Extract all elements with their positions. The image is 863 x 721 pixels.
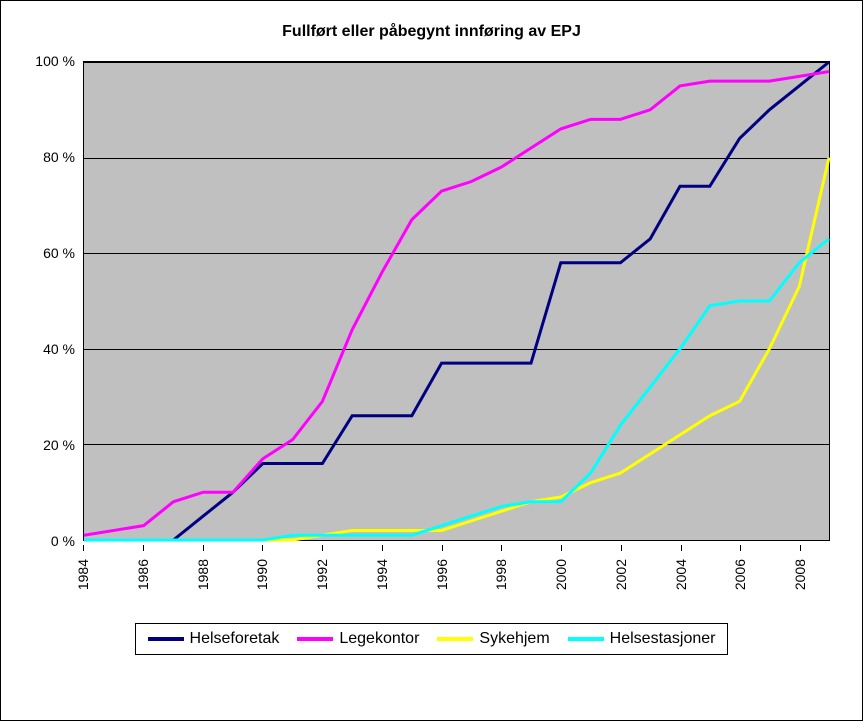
x-tick-label: 1984: [75, 559, 91, 590]
x-tick-mark: [442, 545, 443, 551]
x-tick-label: 2000: [553, 559, 569, 590]
x-tick-label: 1994: [374, 559, 390, 590]
y-tick-label: 80 %: [43, 149, 75, 165]
legend-item: Sykehjem: [437, 630, 549, 648]
y-tick-label: 20 %: [43, 437, 75, 453]
y-axis: 0 % 20 % 40 % 60 % 80 % 100 %: [13, 51, 83, 611]
x-tick-mark: [621, 545, 622, 551]
x-tick-mark: [740, 545, 741, 551]
legend-swatch: [437, 637, 473, 641]
x-tick-label: 1990: [254, 559, 270, 590]
legend: Helseforetak Legekontor Sykehjem Helsestasj…: [135, 623, 729, 655]
x-tick-label: 1992: [314, 559, 330, 590]
chart-title: Fullført eller påbegynt innføring av EPJ: [13, 23, 850, 41]
x-tick-label: 1988: [195, 559, 211, 590]
x-tick-mark: [561, 545, 562, 551]
y-tick-label: 0 %: [51, 533, 75, 549]
legend-label: Helseforetak: [190, 630, 280, 648]
y-tick-label: 100 %: [35, 53, 75, 69]
x-tick-mark: [322, 545, 323, 551]
plot-area: [83, 61, 830, 541]
legend-label: Sykehjem: [479, 630, 549, 648]
x-tick-mark: [382, 545, 383, 551]
legend-swatch: [297, 637, 333, 641]
legend-label: Helsestasjoner: [610, 630, 716, 648]
y-tick-label: 60 %: [43, 245, 75, 261]
x-tick-label: 2008: [792, 559, 808, 590]
x-tick-mark: [83, 545, 84, 551]
x-tick-label: 2004: [673, 559, 689, 590]
legend-item: Legekontor: [297, 630, 419, 648]
x-tick-label: 1996: [434, 559, 450, 590]
x-tick-mark: [681, 545, 682, 551]
legend-item: Helsestasjoner: [568, 630, 716, 648]
x-tick-mark: [501, 545, 502, 551]
x-tick-label: 2002: [613, 559, 629, 590]
legend-item: Helseforetak: [148, 630, 280, 648]
legend-label: Legekontor: [339, 630, 419, 648]
series-line: [84, 62, 829, 540]
x-tick-mark: [262, 545, 263, 551]
x-tick-label: 2006: [732, 559, 748, 590]
x-tick-label: 1998: [493, 559, 509, 590]
x-tick-label: 1986: [135, 559, 151, 590]
legend-swatch: [568, 637, 604, 641]
x-tick-mark: [800, 545, 801, 551]
line-plot-svg: [84, 62, 829, 540]
chart-frame: Fullført eller påbegynt innføring av EPJ…: [0, 0, 863, 721]
y-tick-label: 40 %: [43, 341, 75, 357]
legend-swatch: [148, 637, 184, 641]
x-tick-mark: [143, 545, 144, 551]
x-tick-mark: [203, 545, 204, 551]
x-axis: 1984198619881990199219941996199820002002…: [83, 551, 830, 611]
chart-wrap: 0 % 20 % 40 % 60 % 80 % 100 % 1984 1986 1988 199…: [13, 51, 850, 611]
plot-column: 1984198619881990199219941996199820002002…: [83, 51, 850, 611]
series-line: [84, 158, 829, 540]
